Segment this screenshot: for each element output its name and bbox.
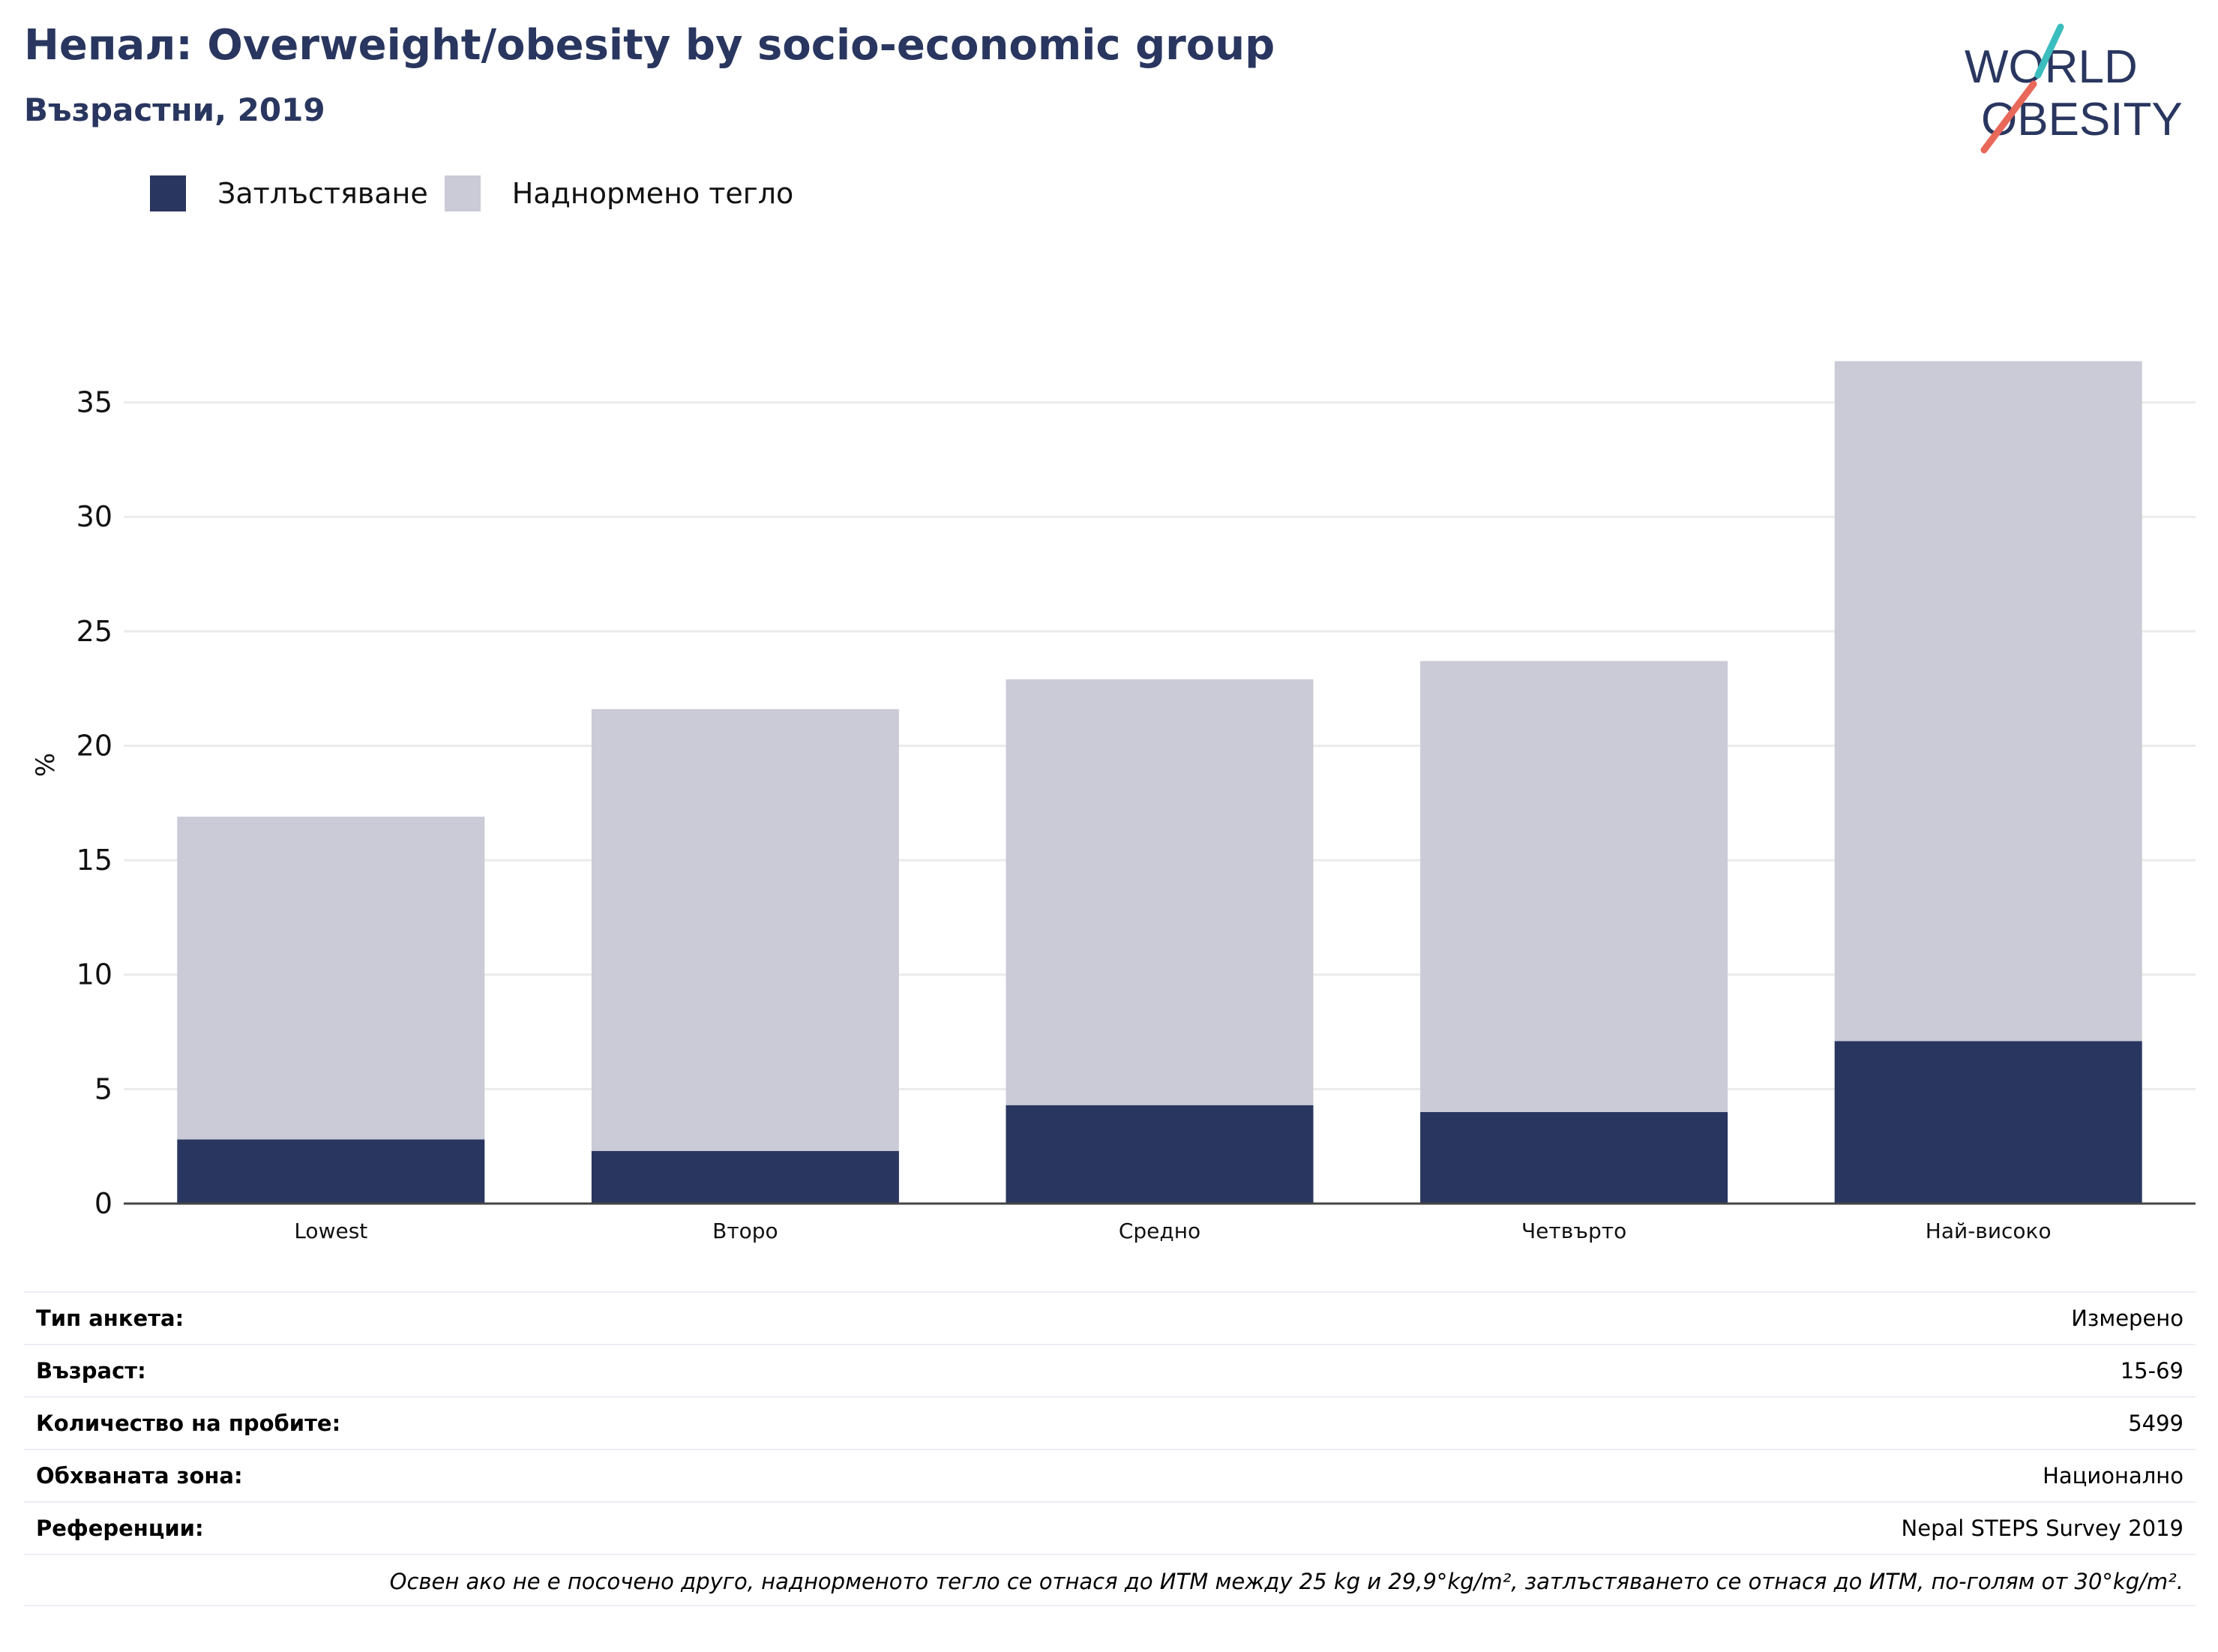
bar-stacks <box>177 361 2142 1204</box>
info-row-survey-type: Тип анкета: Измерено <box>24 1291 2196 1344</box>
x-tick-label: Средно <box>1119 1219 1200 1243</box>
bar-overweight <box>177 817 485 1140</box>
legend-item-overweight: Наднормено тегло <box>444 175 794 211</box>
info-value: 5499 <box>2128 1411 2184 1436</box>
y-tick-label: 25 <box>76 615 112 648</box>
bmi-definition-note: Освен ако не е посочено друго, наднормен… <box>24 1554 2196 1606</box>
y-tick-label: 15 <box>76 844 112 877</box>
bar-chart: Lowest Второ Средно Четвърто Най-високо 0 5 10… <box>31 361 2196 1243</box>
y-tick-label: 35 <box>76 386 112 419</box>
bar-obesity <box>1834 1041 2142 1204</box>
bar-obesity <box>1420 1111 1728 1204</box>
info-value: Национално <box>2043 1463 2184 1489</box>
x-tick-label: Най-високо <box>1926 1219 2052 1243</box>
info-label: Възраст: <box>36 1358 146 1384</box>
x-axis: Lowest Второ Средно Четвърто Най-високо <box>124 1202 2196 1243</box>
info-label: Референции: <box>36 1516 204 1541</box>
y-tick-label: 5 <box>94 1072 112 1105</box>
x-tick-label: Четвърто <box>1521 1219 1626 1243</box>
bar-overweight <box>591 709 899 1151</box>
y-axis-label: % <box>31 753 61 777</box>
bar-overweight <box>1420 661 1728 1112</box>
legend-label-obesity: Затлъстяване <box>217 177 428 210</box>
info-label: Количество на пробите: <box>36 1411 341 1436</box>
y-axis: 0 5 10 15 20 25 30 35 <box>76 386 112 1220</box>
legend-label-overweight: Наднормено тегло <box>511 177 794 210</box>
y-tick-label: 20 <box>76 729 112 762</box>
logo-line2: OBESITY <box>1981 94 2183 145</box>
legend-item-obesity: Затлъстяване <box>150 175 428 211</box>
x-tick-label: Второ <box>712 1219 778 1243</box>
bar-overweight <box>1834 361 2142 1042</box>
legend-swatch-overweight <box>444 175 481 211</box>
bar-obesity <box>1006 1105 1314 1204</box>
bar-obesity <box>177 1139 485 1204</box>
chart-legend: Затлъстяване Наднормено тегло <box>150 174 810 213</box>
info-value: Измерено <box>2071 1306 2184 1331</box>
y-tick-label: 0 <box>94 1187 112 1220</box>
chart-title: Непал: Overweight/obesity by socio-econo… <box>24 21 1275 70</box>
bar-obesity <box>591 1150 899 1204</box>
info-label: Тип анкета: <box>36 1306 184 1331</box>
bar-overweight <box>1006 679 1314 1105</box>
y-tick-label: 10 <box>76 958 112 991</box>
world-obesity-logo: WORLD OBESITY <box>1965 23 2183 154</box>
chart-subtitle: Възрастни, 2019 <box>24 91 325 128</box>
info-label: Обхваната зона: <box>36 1463 243 1489</box>
info-row-area-covered: Обхваната зона: Национално <box>24 1449 2196 1501</box>
info-row-age: Възраст: 15-69 <box>24 1344 2196 1396</box>
info-row-sample-size: Количество на пробите: 5499 <box>24 1396 2196 1449</box>
info-value: Nepal STEPS Survey 2019 <box>1901 1516 2184 1541</box>
info-row-references: Референции: Nepal STEPS Survey 2019 <box>24 1501 2196 1554</box>
y-tick-label: 30 <box>76 500 112 533</box>
x-tick-label: Lowest <box>294 1219 367 1243</box>
legend-swatch-obesity <box>150 175 186 211</box>
info-value: 15-69 <box>2120 1358 2184 1384</box>
survey-info-table: Тип анкета: Измерено Възраст: 15-69 Коли… <box>24 1291 2196 1606</box>
